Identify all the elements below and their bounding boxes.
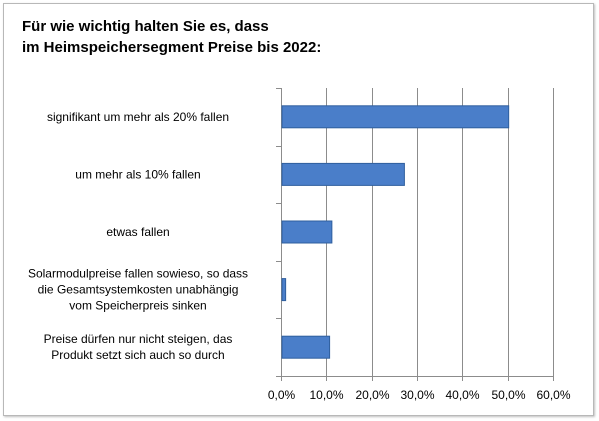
x-tick-label: 30,0% — [400, 388, 434, 402]
bar — [281, 278, 287, 302]
chart-title-line-1: Für wie wichtig halten Sie es, dass — [22, 18, 269, 35]
category-label: um mehr als 10% fallen — [75, 167, 200, 181]
category-label: etwas fallen — [106, 225, 169, 239]
chart-title-line-2: im Heimspeichersegment Preise bis 2022: — [22, 39, 322, 56]
category-label: Solarmodulpreise fallen sowieso, so dass… — [28, 267, 248, 313]
category-label: signifikant um mehr als 20% fallen — [47, 110, 229, 124]
bar — [281, 162, 405, 186]
category-label: Preise dürfen nur nicht steigen, das Prod… — [44, 332, 233, 362]
category-label-line: Solarmodulpreise fallen sowieso, so dass — [28, 267, 248, 281]
category-label-line: vom Speicherpreis sinken — [69, 299, 206, 313]
category-label-line: Produkt setzt sich auch so durch — [51, 348, 224, 362]
category-label-line: etwas fallen — [106, 225, 169, 239]
x-tick-label: 60,0% — [536, 388, 570, 402]
x-tick-label: 20,0% — [355, 388, 389, 402]
bar — [281, 335, 331, 359]
bar — [281, 105, 510, 129]
category-label-line: um mehr als 10% fallen — [75, 167, 200, 181]
x-tick-label: 10,0% — [309, 388, 343, 402]
chart-title: Für wie wichtig halten Sie es, dass im H… — [22, 16, 321, 58]
category-label-line: die Gesamtsystemkosten unabhängig — [38, 283, 239, 297]
x-tick-label: 50,0% — [491, 388, 525, 402]
x-tick-label: 40,0% — [445, 388, 479, 402]
bar — [281, 220, 333, 244]
category-label-line: Preise dürfen nur nicht steigen, das — [44, 332, 233, 346]
category-label-line: signifikant um mehr als 20% fallen — [47, 110, 229, 124]
x-tick-label: 0,0% — [268, 388, 296, 402]
